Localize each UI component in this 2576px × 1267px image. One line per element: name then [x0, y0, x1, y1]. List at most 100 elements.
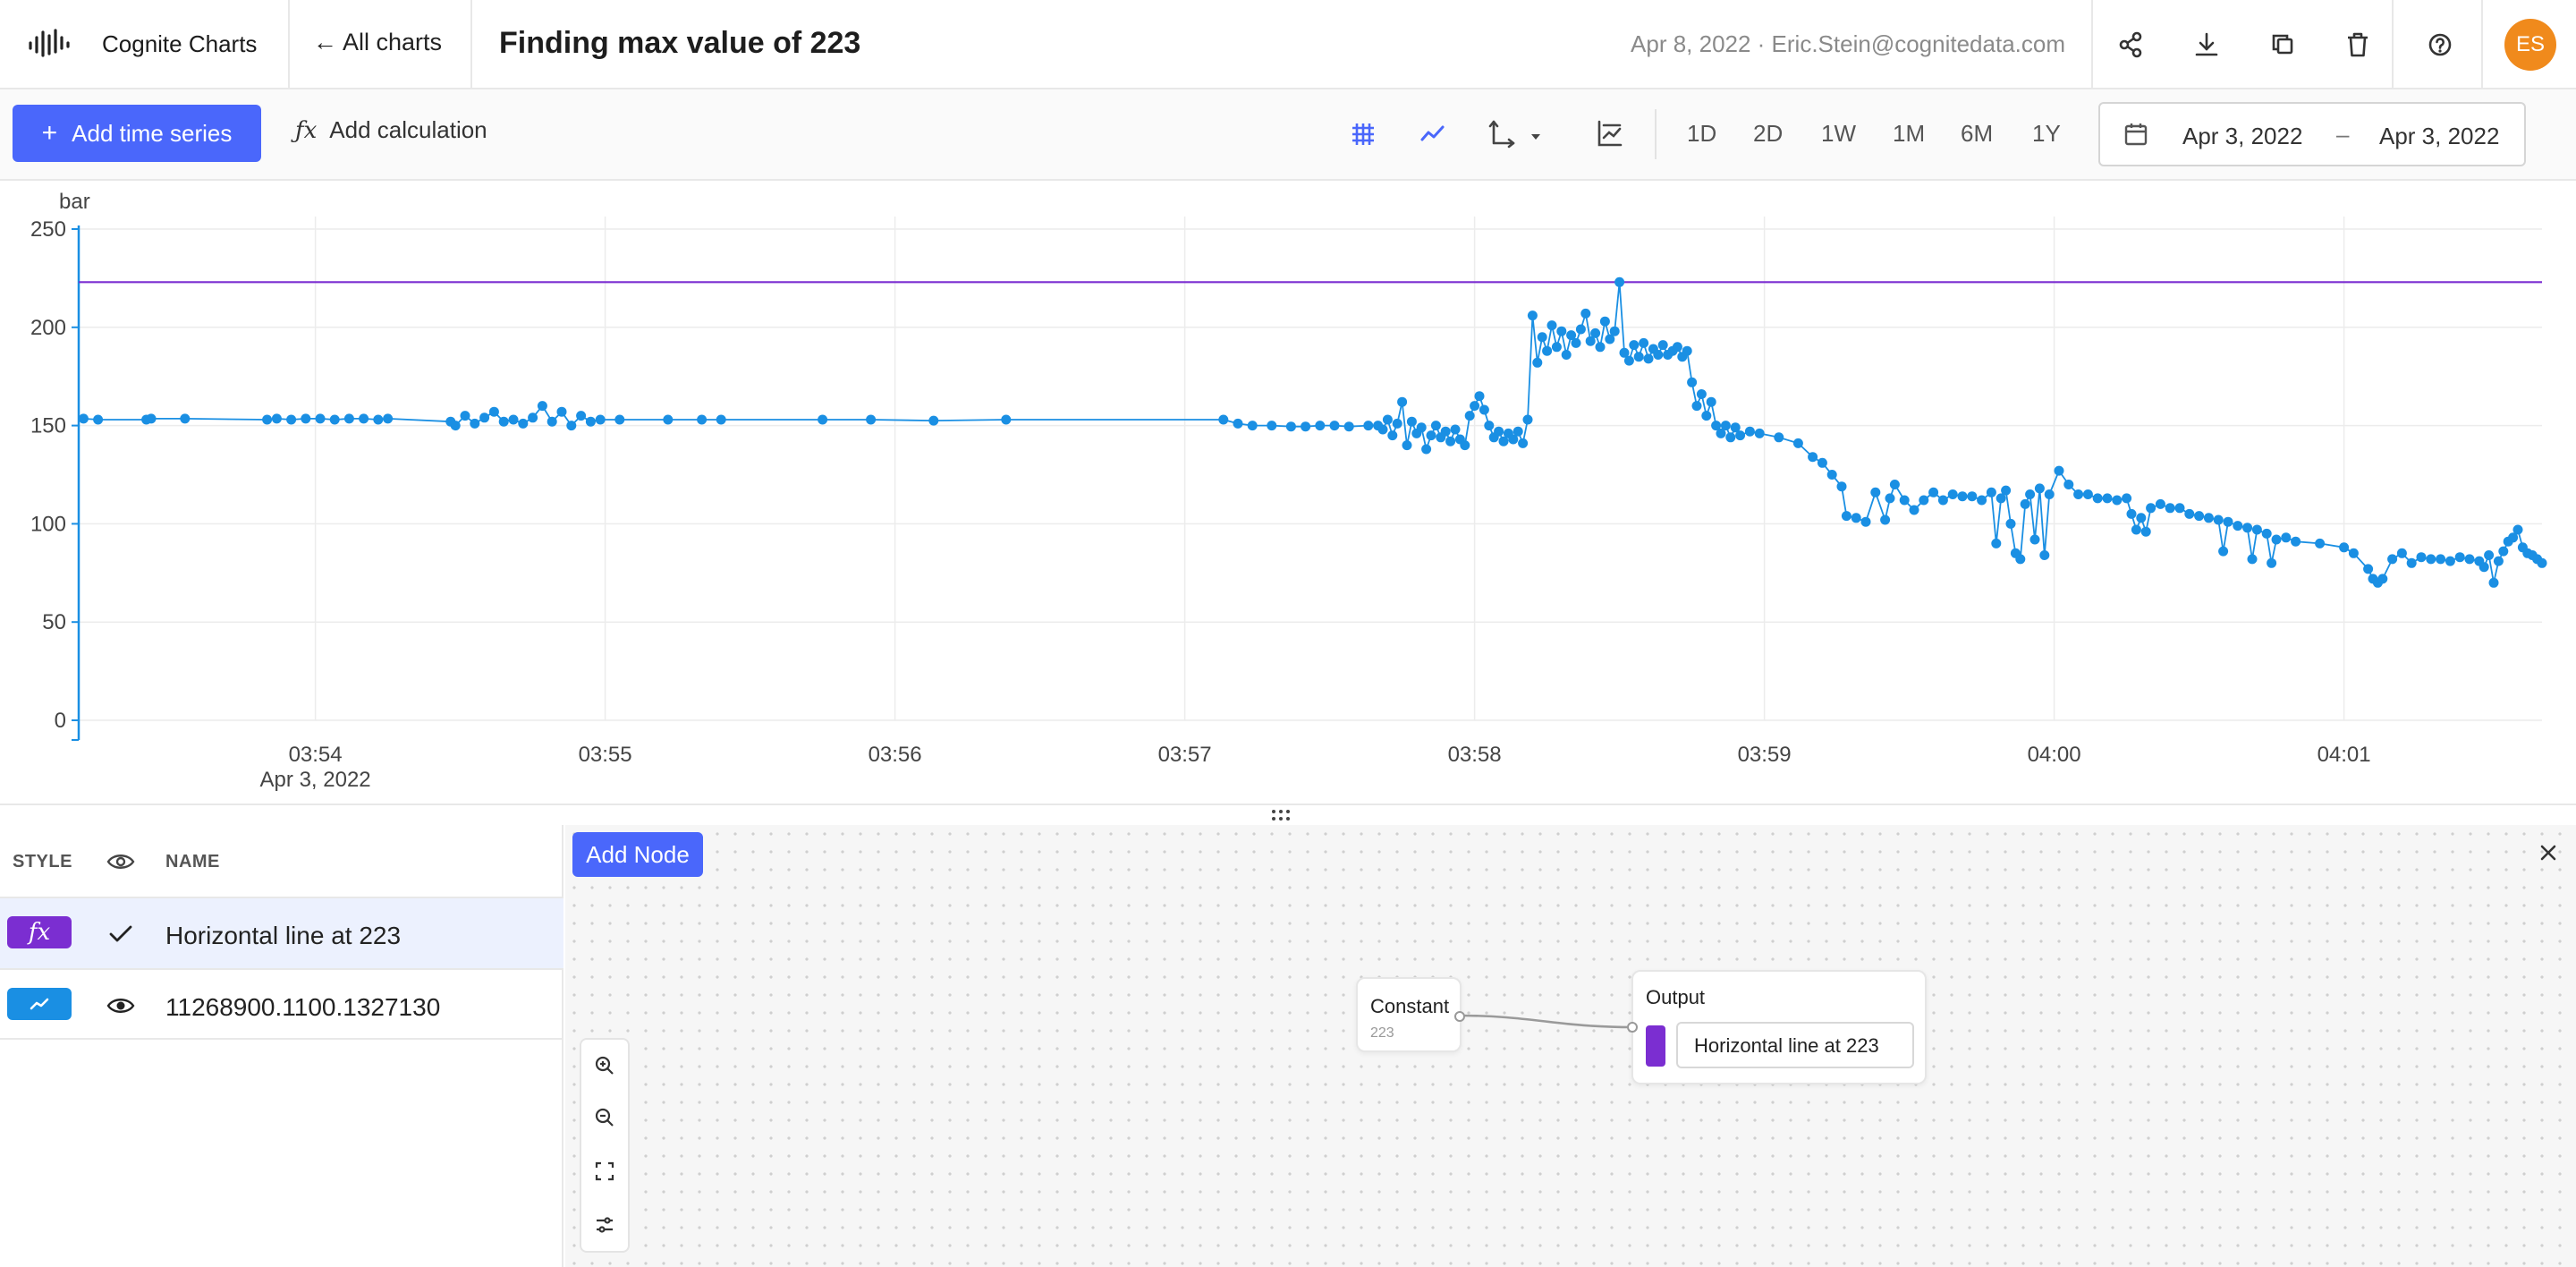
data-point — [2184, 508, 2195, 519]
data-point — [1247, 421, 1258, 431]
line-style-icon[interactable] — [1413, 115, 1453, 154]
data-point — [1532, 357, 1543, 368]
add-time-series-button[interactable]: + Add time series — [13, 105, 261, 162]
data-point — [2223, 516, 2233, 527]
header-divider — [2481, 0, 2483, 89]
range-2d-button[interactable]: 2D — [1753, 120, 1784, 147]
date-to[interactable]: Apr 3, 2022 — [2379, 123, 2500, 149]
data-point — [479, 412, 490, 423]
add-calculation-button[interactable]: ƒx Add calculation — [295, 116, 487, 144]
add-node-button[interactable]: Add Node — [572, 832, 703, 877]
range-1d-button[interactable]: 1D — [1687, 120, 1717, 147]
data-point — [1706, 396, 1716, 407]
chart-grid — [79, 217, 2542, 721]
user-avatar[interactable]: ES — [2504, 19, 2556, 71]
data-point — [1826, 470, 1837, 480]
data-point — [2315, 538, 2326, 548]
data-point — [1653, 350, 1664, 360]
panel-resize-handle[interactable] — [0, 804, 2576, 825]
data-point — [2445, 556, 2455, 566]
range-6m-button[interactable]: 6M — [1961, 120, 1994, 147]
data-point — [1599, 316, 1610, 327]
data-point — [1470, 401, 1480, 412]
calculation-style-badge[interactable]: fx — [7, 916, 72, 948]
timeseries-style-badge[interactable] — [7, 988, 72, 1020]
data-point — [1494, 426, 1504, 437]
data-point — [286, 414, 297, 425]
y-tick-label: 200 — [30, 316, 66, 340]
date-range-picker[interactable]: Apr 3, 2022 – Apr 3, 2022 — [2098, 102, 2526, 166]
constant-node-title: Constant — [1370, 995, 1450, 1017]
close-icon[interactable] — [2533, 838, 2563, 868]
constant-node[interactable]: Constant 223 — [1356, 977, 1465, 1052]
download-icon[interactable] — [2185, 23, 2228, 66]
data-point — [93, 414, 104, 425]
data-point — [1977, 495, 1987, 506]
y-tick-label: 250 — [30, 217, 66, 242]
table-row[interactable]: 11268900.1100.1327130 — [0, 968, 564, 1040]
output-node[interactable]: Output Horizontal line at 223 — [1627, 970, 1927, 1084]
function-icon: fx — [28, 919, 51, 946]
data-point — [1445, 436, 1456, 446]
series-name[interactable]: 11268900.1100.1327130 — [165, 993, 441, 1021]
range-1m-button[interactable]: 1M — [1893, 120, 1926, 147]
axis-icon[interactable] — [1485, 115, 1546, 154]
help-icon[interactable] — [2419, 23, 2462, 66]
trash-icon[interactable] — [2336, 23, 2379, 66]
data-point — [1619, 347, 1630, 358]
data-point — [1928, 487, 1939, 497]
series-name[interactable]: Horizontal line at 223 — [165, 922, 402, 949]
data-point — [2092, 493, 2103, 504]
data-point — [2464, 554, 2475, 565]
data-point — [301, 413, 311, 424]
data-point — [1817, 457, 1827, 468]
range-1y-button[interactable]: 1Y — [2032, 120, 2061, 147]
zoom-out-icon — [595, 1108, 614, 1127]
date-from[interactable]: Apr 3, 2022 — [2182, 123, 2303, 149]
data-point — [1639, 337, 1649, 348]
chart-area — [0, 181, 2576, 804]
chart-title[interactable]: Finding max value of 223 — [499, 26, 861, 60]
data-point — [1421, 444, 1432, 455]
node-editor[interactable]: Add Node Constant 223 Output Horizontal … — [565, 825, 2576, 1267]
table-row[interactable]: fx Horizontal line at 223 — [0, 897, 564, 968]
data-point — [383, 413, 394, 424]
settings-button[interactable] — [581, 1199, 628, 1251]
y-tick-label: 0 — [55, 709, 66, 733]
data-point — [2102, 493, 2113, 504]
input-handle[interactable] — [1627, 1022, 1638, 1033]
checkmark-icon[interactable] — [106, 920, 136, 948]
all-charts-link[interactable]: ← All charts — [313, 29, 443, 55]
share-icon[interactable] — [2109, 23, 2152, 66]
data-point — [271, 413, 282, 424]
data-point — [1406, 416, 1417, 427]
merge-units-icon[interactable] — [1590, 115, 1630, 154]
data-point — [1595, 342, 1606, 353]
data-point — [2122, 493, 2132, 504]
output-handle[interactable] — [1454, 1011, 1465, 1022]
fit-view-button[interactable] — [581, 1145, 628, 1197]
duplicate-icon[interactable] — [2261, 23, 2304, 66]
data-point — [1696, 389, 1707, 399]
data-point — [2155, 498, 2165, 509]
zoom-out-button[interactable] — [581, 1092, 628, 1144]
eye-icon[interactable] — [106, 991, 136, 1020]
data-point — [1542, 345, 1553, 356]
range-1w-button[interactable]: 1W — [1821, 120, 1856, 147]
zoom-in-button[interactable] — [581, 1040, 628, 1092]
data-point — [1580, 308, 1591, 319]
y-axis: 0 50 100 150 200 250 bar — [30, 190, 90, 741]
data-point — [2194, 511, 2205, 522]
data-point — [2039, 550, 2050, 560]
output-color-swatch[interactable] — [1646, 1025, 1665, 1067]
data-point — [1919, 495, 1929, 506]
output-name-input[interactable]: Horizontal line at 223 — [1676, 1022, 1914, 1068]
data-point — [2136, 513, 2147, 523]
data-point — [697, 414, 708, 425]
data-point — [1267, 421, 1277, 431]
grid-icon[interactable] — [1343, 115, 1383, 154]
data-point — [1571, 337, 1581, 348]
timeseries-line-icon — [30, 998, 49, 1010]
data-point — [1537, 332, 1547, 343]
